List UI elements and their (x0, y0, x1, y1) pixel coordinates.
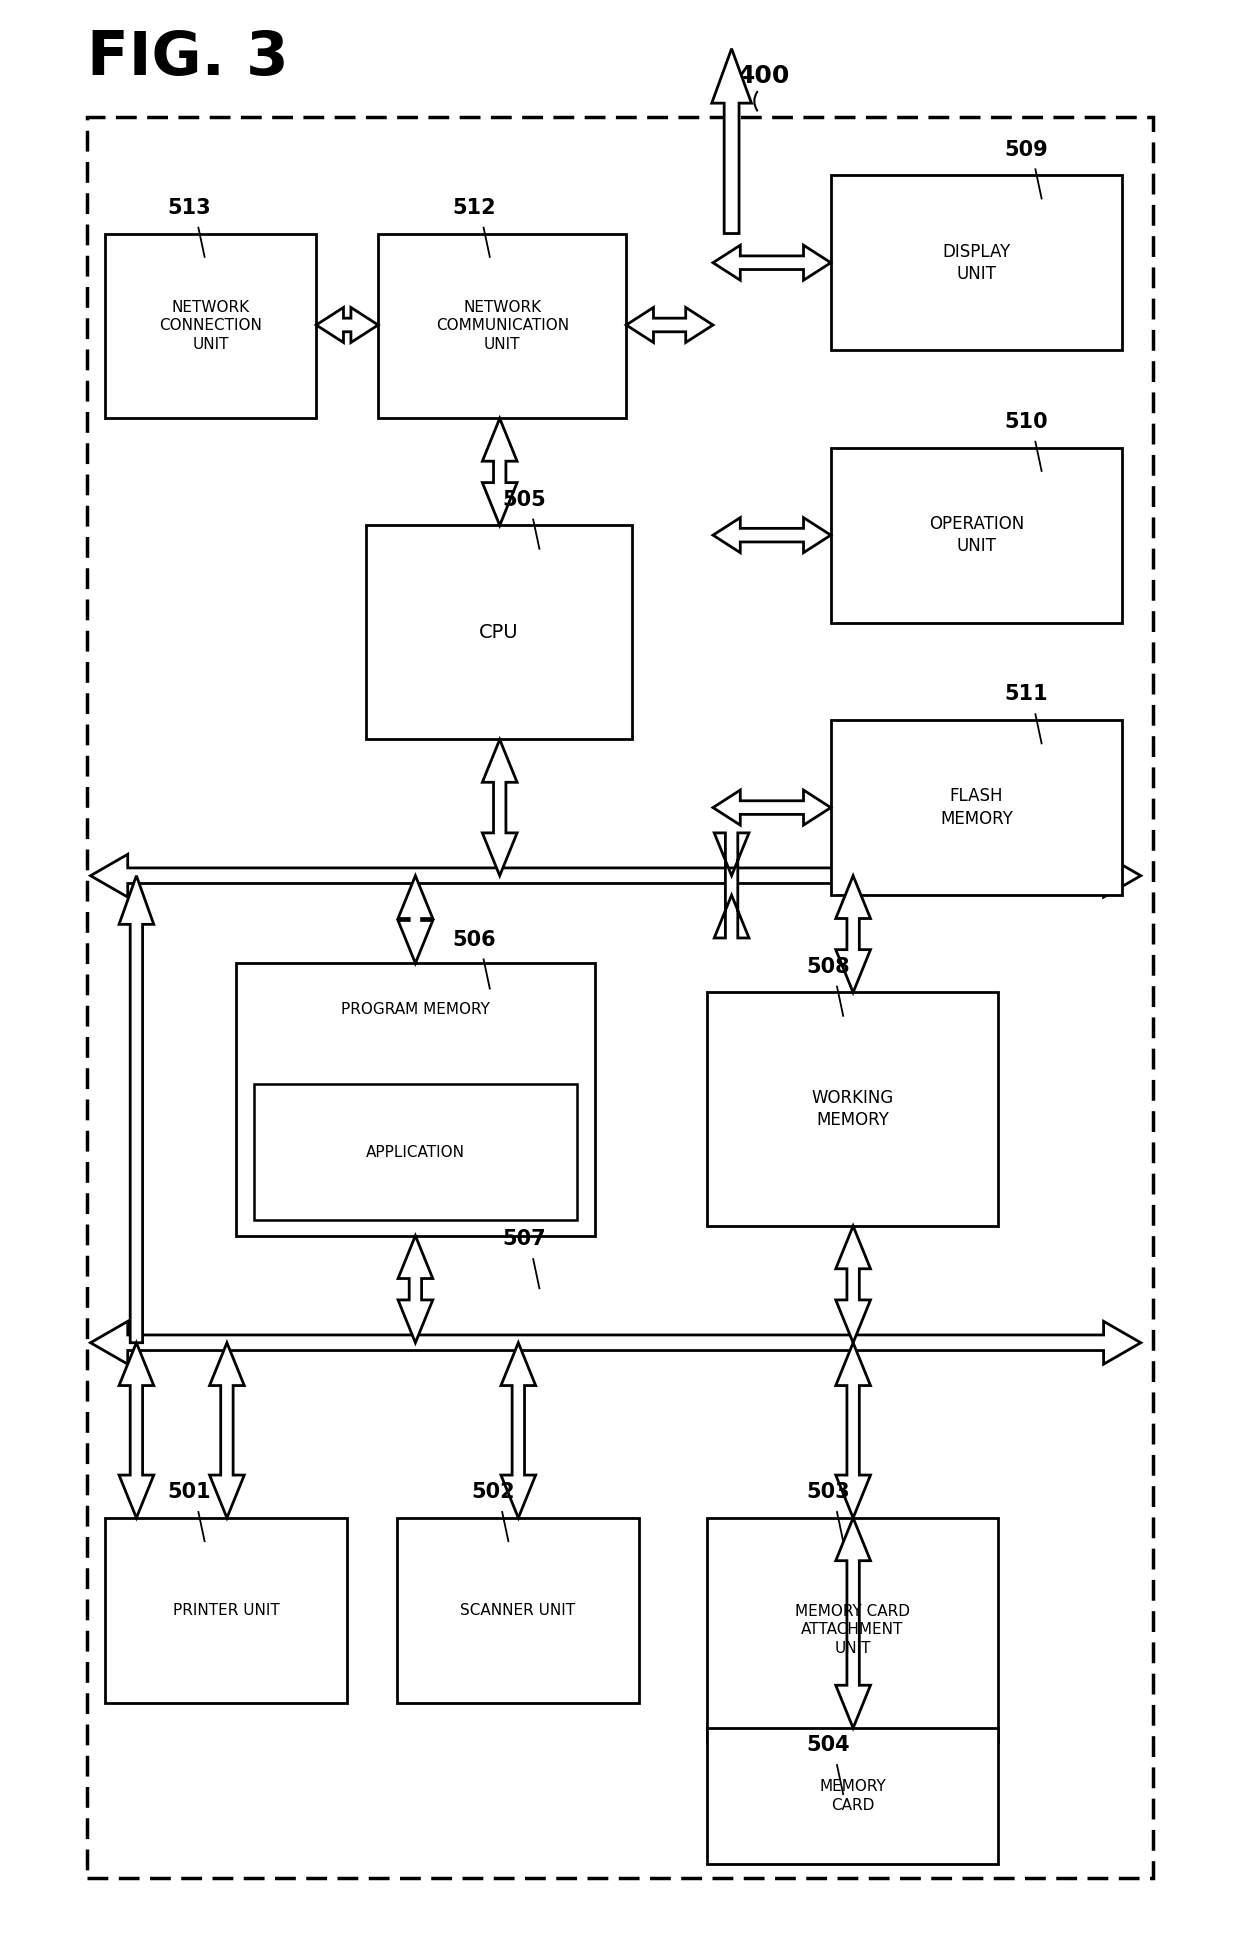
Text: 513: 513 (167, 198, 211, 218)
Text: 506: 506 (453, 930, 496, 950)
Bar (378, 234, 626, 418)
Text: 509: 509 (1004, 140, 1048, 160)
Text: 400: 400 (738, 64, 790, 88)
Polygon shape (714, 833, 749, 938)
Polygon shape (91, 854, 1141, 897)
Text: 511: 511 (1004, 685, 1048, 704)
Polygon shape (482, 739, 517, 876)
Polygon shape (119, 876, 154, 1343)
Text: 507: 507 (502, 1230, 546, 1249)
Bar (105, 1518, 347, 1703)
Text: 503: 503 (806, 1483, 849, 1502)
Polygon shape (713, 518, 831, 553)
Bar (707, 992, 998, 1226)
Text: 504: 504 (806, 1736, 849, 1755)
Text: MEMORY CARD
ATTACHMENT
UNIT: MEMORY CARD ATTACHMENT UNIT (795, 1604, 910, 1656)
Text: FIG. 3: FIG. 3 (87, 29, 289, 88)
Bar (831, 448, 1122, 623)
Bar (254, 1084, 577, 1220)
Polygon shape (712, 49, 751, 234)
Polygon shape (119, 1343, 154, 1518)
Bar (707, 1518, 998, 1742)
Bar (831, 175, 1122, 350)
Polygon shape (316, 307, 378, 342)
Polygon shape (91, 1321, 1141, 1364)
Polygon shape (626, 307, 713, 342)
Polygon shape (836, 876, 870, 992)
Text: APPLICATION: APPLICATION (366, 1144, 465, 1160)
Polygon shape (836, 1518, 870, 1728)
Text: 510: 510 (1004, 413, 1048, 432)
Polygon shape (713, 790, 831, 825)
Text: NETWORK
COMMUNICATION
UNIT: NETWORK COMMUNICATION UNIT (435, 300, 569, 352)
Polygon shape (482, 418, 517, 525)
Bar (87, 117, 1153, 1878)
Polygon shape (713, 245, 831, 280)
Polygon shape (210, 1343, 244, 1518)
Text: WORKING
MEMORY: WORKING MEMORY (811, 1090, 894, 1129)
Bar (397, 1518, 639, 1703)
Bar (105, 234, 316, 418)
Text: 502: 502 (471, 1483, 515, 1502)
Text: MEMORY
CARD: MEMORY CARD (820, 1779, 885, 1814)
Polygon shape (836, 1226, 870, 1343)
Bar (366, 525, 632, 739)
Text: PRINTER UNIT: PRINTER UNIT (172, 1604, 280, 1617)
Text: FLASH
MEMORY: FLASH MEMORY (940, 788, 1013, 827)
Text: PROGRAM MEMORY: PROGRAM MEMORY (341, 1002, 490, 1018)
Text: SCANNER UNIT: SCANNER UNIT (460, 1604, 575, 1617)
Text: OPERATION
UNIT: OPERATION UNIT (929, 516, 1024, 555)
Text: 505: 505 (502, 490, 546, 510)
Polygon shape (501, 1343, 536, 1518)
Polygon shape (398, 1236, 433, 1343)
Polygon shape (398, 876, 433, 963)
Text: 501: 501 (167, 1483, 211, 1502)
Text: 508: 508 (806, 957, 849, 977)
Text: 512: 512 (453, 198, 496, 218)
Text: NETWORK
CONNECTION
UNIT: NETWORK CONNECTION UNIT (160, 300, 262, 352)
Bar (707, 1728, 998, 1864)
Bar (236, 963, 595, 1236)
Text: DISPLAY
UNIT: DISPLAY UNIT (942, 243, 1011, 282)
Bar (831, 720, 1122, 895)
Text: CPU: CPU (480, 623, 518, 642)
Polygon shape (836, 1343, 870, 1518)
